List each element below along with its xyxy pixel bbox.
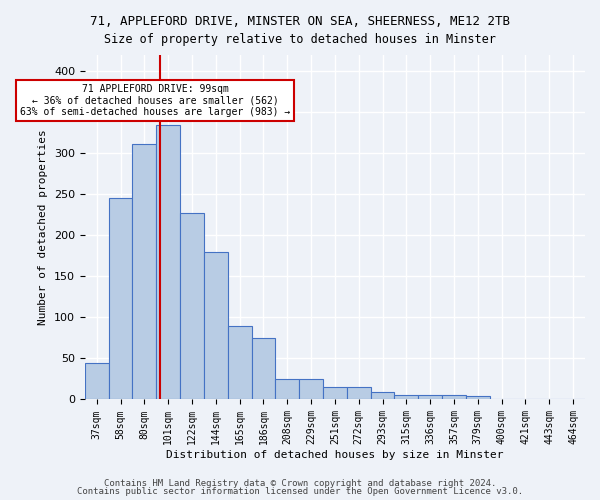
Bar xyxy=(180,214,204,400)
X-axis label: Distribution of detached houses by size in Minster: Distribution of detached houses by size … xyxy=(166,450,503,460)
Text: Contains public sector information licensed under the Open Government Licence v3: Contains public sector information licen… xyxy=(77,487,523,496)
Bar xyxy=(204,252,228,400)
Bar xyxy=(323,387,347,400)
Bar xyxy=(347,387,371,400)
Bar xyxy=(418,396,442,400)
Text: 71 APPLEFORD DRIVE: 99sqm
← 36% of detached houses are smaller (562)
63% of semi: 71 APPLEFORD DRIVE: 99sqm ← 36% of detac… xyxy=(20,84,290,117)
Bar xyxy=(394,396,418,400)
Text: Contains HM Land Registry data © Crown copyright and database right 2024.: Contains HM Land Registry data © Crown c… xyxy=(104,478,496,488)
Bar xyxy=(251,338,275,400)
Bar xyxy=(109,198,133,400)
Bar xyxy=(133,144,156,400)
Bar xyxy=(442,396,466,400)
Bar xyxy=(371,392,394,400)
Text: Size of property relative to detached houses in Minster: Size of property relative to detached ho… xyxy=(104,32,496,46)
Bar xyxy=(156,124,180,400)
Bar xyxy=(275,379,299,400)
Y-axis label: Number of detached properties: Number of detached properties xyxy=(38,130,49,325)
Text: 71, APPLEFORD DRIVE, MINSTER ON SEA, SHEERNESS, ME12 2TB: 71, APPLEFORD DRIVE, MINSTER ON SEA, SHE… xyxy=(90,15,510,28)
Bar xyxy=(85,364,109,400)
Bar xyxy=(466,396,490,400)
Bar xyxy=(228,326,251,400)
Bar xyxy=(299,379,323,400)
